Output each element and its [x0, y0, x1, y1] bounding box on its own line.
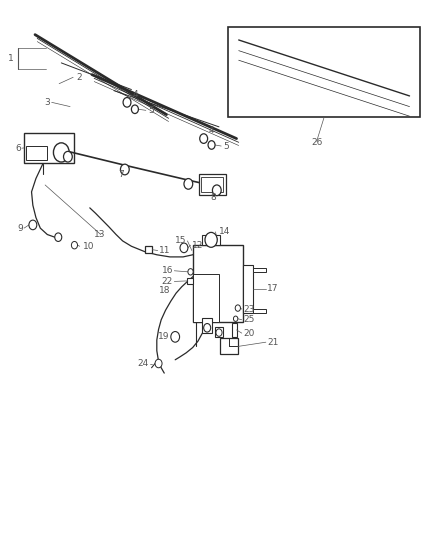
- Bar: [228, 27, 420, 117]
- Circle shape: [233, 316, 238, 321]
- Circle shape: [155, 359, 162, 368]
- Circle shape: [55, 233, 62, 241]
- Circle shape: [64, 151, 72, 162]
- Circle shape: [200, 134, 208, 143]
- Circle shape: [205, 232, 217, 247]
- Text: 17: 17: [267, 285, 279, 293]
- Circle shape: [120, 164, 129, 175]
- Bar: [232, 323, 237, 337]
- Text: 22: 22: [162, 277, 173, 286]
- Bar: [220, 338, 238, 354]
- Text: 24: 24: [138, 359, 149, 368]
- Circle shape: [212, 185, 221, 196]
- Text: 14: 14: [219, 228, 230, 236]
- Bar: [215, 327, 223, 337]
- Circle shape: [29, 220, 37, 230]
- Text: 13: 13: [94, 230, 106, 239]
- Text: 16: 16: [162, 266, 173, 275]
- Text: 9: 9: [17, 224, 23, 232]
- Text: 23: 23: [243, 305, 254, 313]
- Text: 5: 5: [148, 106, 154, 115]
- Text: 8: 8: [210, 193, 216, 201]
- Circle shape: [204, 324, 211, 332]
- Text: 1: 1: [8, 54, 14, 63]
- Circle shape: [123, 98, 131, 107]
- Bar: [201, 177, 223, 192]
- Text: 3: 3: [44, 98, 49, 107]
- Bar: [202, 235, 220, 245]
- Bar: [253, 309, 266, 313]
- Text: 4: 4: [132, 90, 138, 99]
- Bar: [187, 278, 193, 284]
- Bar: [202, 318, 212, 333]
- Bar: [253, 268, 266, 272]
- Text: 11: 11: [159, 246, 170, 255]
- Text: 21: 21: [267, 338, 279, 346]
- Circle shape: [184, 179, 193, 189]
- Circle shape: [131, 105, 138, 114]
- Bar: [26, 146, 47, 160]
- Text: 18: 18: [159, 286, 171, 295]
- Text: 7: 7: [118, 170, 124, 179]
- Bar: [243, 265, 253, 313]
- Circle shape: [171, 332, 180, 342]
- Bar: [145, 246, 152, 253]
- Circle shape: [180, 243, 188, 253]
- Text: 4: 4: [209, 126, 215, 135]
- Circle shape: [235, 305, 240, 311]
- Circle shape: [208, 141, 215, 149]
- Circle shape: [188, 269, 193, 275]
- Circle shape: [71, 241, 78, 249]
- Circle shape: [53, 143, 69, 162]
- Bar: [193, 274, 219, 322]
- Text: 26: 26: [311, 138, 322, 147]
- Text: 25: 25: [243, 316, 254, 324]
- Text: 10: 10: [83, 242, 95, 251]
- Circle shape: [216, 329, 222, 336]
- Text: 2: 2: [77, 73, 82, 82]
- Text: 12: 12: [192, 241, 203, 249]
- Text: 5: 5: [223, 142, 229, 150]
- Bar: [193, 245, 243, 322]
- Text: 15: 15: [175, 237, 186, 245]
- Text: 6: 6: [15, 144, 21, 152]
- Bar: [199, 174, 226, 195]
- Bar: [24, 133, 74, 163]
- Text: 19: 19: [159, 333, 170, 341]
- Text: 20: 20: [243, 329, 254, 337]
